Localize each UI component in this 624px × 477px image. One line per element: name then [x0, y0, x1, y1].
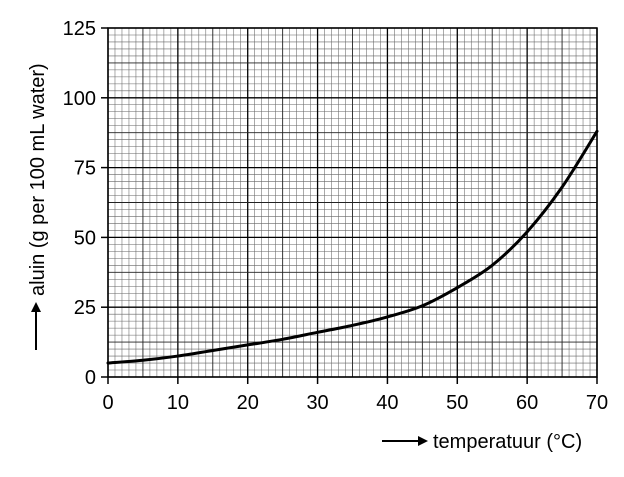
- x-tick-label: 30: [306, 392, 328, 414]
- grid-major: [107, 27, 598, 378]
- series-group: [106, 129, 599, 365]
- x-tick-label: 70: [586, 392, 608, 414]
- x-axis-arrow-head: [418, 436, 428, 446]
- x-axis-label-group: temperatuur (°C): [382, 431, 582, 453]
- y-tick-label: 75: [74, 158, 96, 180]
- x-tick-label: 40: [376, 392, 398, 414]
- x-tick-label: 50: [446, 392, 468, 414]
- axis-ticks: [101, 27, 598, 384]
- x-tick-label: 60: [516, 392, 538, 414]
- y-tick-label: 50: [74, 227, 96, 249]
- y-tick-label: 100: [63, 88, 96, 110]
- x-axis-label: temperatuur (°C): [433, 431, 582, 453]
- x-tick-label: 0: [102, 392, 113, 414]
- plot-frame: [107, 27, 598, 378]
- y-axis-label-group: aluin (g per 100 mL water): [27, 63, 49, 350]
- x-tick-label: 20: [237, 392, 259, 414]
- tick-labels: 0 10 20 30 40 50 60 70 0 25 50 75 100 125: [63, 18, 609, 414]
- x-tick-label: 10: [167, 392, 189, 414]
- y-tick-label: 0: [85, 367, 96, 389]
- y-axis-label: aluin (g per 100 mL water): [27, 63, 49, 296]
- y-axis-arrow-head: [31, 302, 41, 312]
- y-tick-label: 25: [74, 297, 96, 319]
- y-tick-label: 125: [63, 18, 96, 40]
- series-line: [106, 129, 599, 365]
